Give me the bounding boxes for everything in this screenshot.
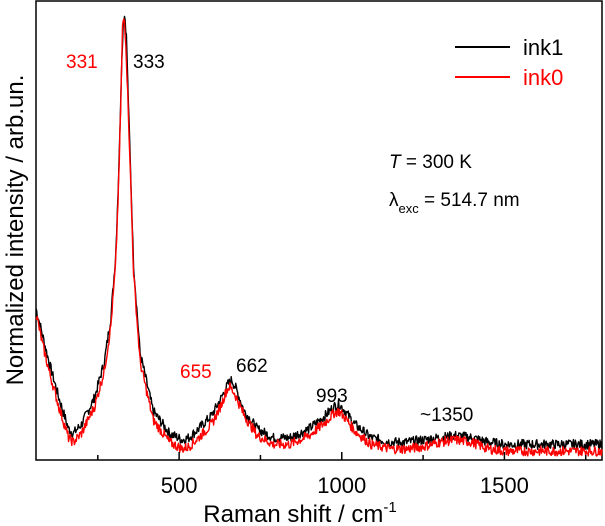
peak-label-662: 662 — [236, 356, 268, 377]
legend-label-ink1: ink1 — [523, 35, 563, 60]
peak-label-655: 655 — [180, 362, 212, 383]
x-axis-title: Raman shift / cm-1 — [203, 499, 396, 526]
series-layer — [35, 15, 603, 457]
y-axis-title: Normalized intensity / arb.un. — [2, 75, 29, 386]
legend: ink1 ink0 — [455, 35, 563, 90]
wavelength-condition: λexc = 514.7 nm — [389, 190, 520, 216]
plot-frame — [35, 0, 603, 461]
x-tick-label-1500: 1500 — [480, 473, 529, 498]
legend-label-ink0: ink0 — [523, 65, 563, 90]
peak-label-993: 993 — [316, 386, 348, 407]
series-ink0-line — [35, 18, 603, 457]
x-axis-ticks — [97, 452, 587, 460]
temperature-condition: T = 300 K — [389, 152, 472, 173]
peak-label-1350: ~1350 — [420, 405, 473, 426]
x-tick-label-500: 500 — [161, 473, 198, 498]
peak-label-331: 331 — [66, 52, 98, 73]
x-tick-label-1000: 1000 — [317, 473, 366, 498]
peak-label-333: 333 — [133, 52, 165, 73]
